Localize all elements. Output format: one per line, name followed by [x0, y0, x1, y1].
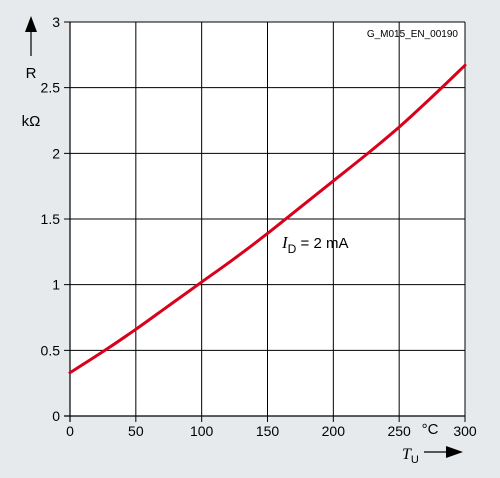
y-tick-label: 1 — [52, 277, 60, 293]
x-axis-symbol-main: T — [402, 446, 412, 463]
doc-id: G_M015_EN_00190 — [367, 29, 459, 40]
y-axis-unit: kΩ — [22, 113, 41, 130]
grid-lines — [64, 21, 466, 422]
y-tick-label: 0 — [52, 408, 60, 424]
series-label: ID = 2 mA — [281, 233, 348, 256]
x-tick-label: 200 — [322, 423, 346, 439]
y-tick-labels: 0 0.5 1 1.5 2 2.5 3 — [41, 14, 61, 424]
x-axis-arrow — [424, 446, 463, 458]
x-tick-label: 300 — [453, 423, 477, 439]
x-axis-symbol-subscript: U — [411, 454, 419, 466]
series-points — [69, 65, 466, 373]
x-axis-symbol: TU — [402, 446, 419, 466]
x-tick-label: 250 — [387, 423, 411, 439]
series-label-value: = 2 mA — [296, 235, 348, 252]
series-label-subscript: D — [288, 242, 297, 256]
y-tick-label: 2 — [52, 145, 60, 161]
series-label-symbol: I — [281, 233, 289, 252]
x-tick-label: 50 — [128, 423, 144, 439]
y-axis-arrow — [25, 16, 37, 56]
y-tick-label: 0.5 — [41, 342, 61, 358]
y-tick-label: 1.5 — [41, 211, 61, 227]
y-tick-label: 3 — [52, 14, 60, 30]
x-tick-label: 0 — [66, 423, 74, 439]
x-tick-label: 150 — [256, 423, 280, 439]
y-tick-label: 2.5 — [41, 80, 61, 96]
x-tick-label: 100 — [190, 423, 214, 439]
y-axis-symbol: R — [26, 65, 37, 82]
x-tick-labels: 0 50 100 150 200 250 300 — [66, 423, 477, 439]
x-axis-unit: °C — [422, 421, 439, 438]
